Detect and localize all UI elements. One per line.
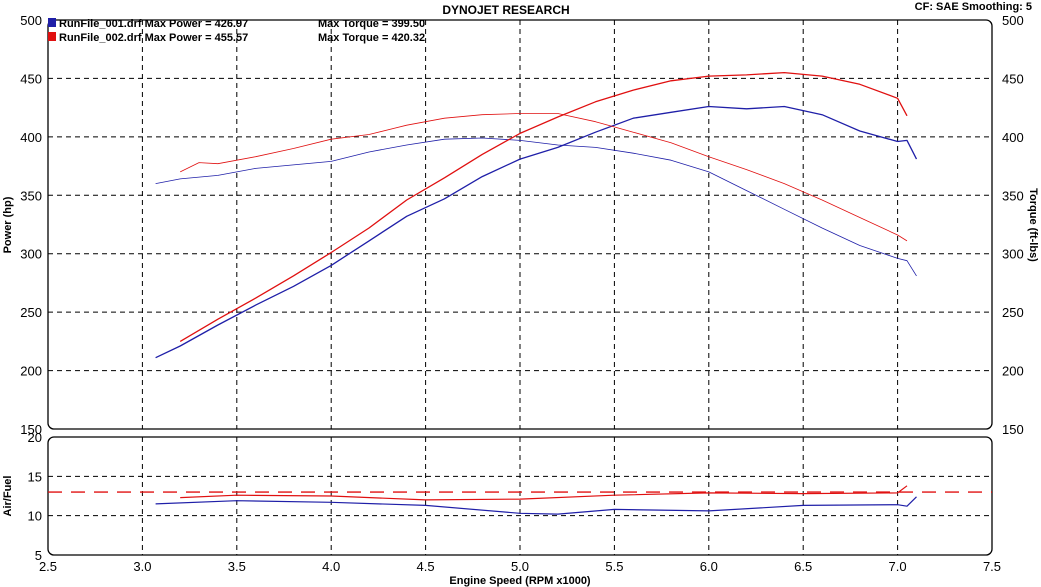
chart-settings: CF: SAE Smoothing: 5 xyxy=(915,1,1032,13)
chart-title: DYNOJET RESEARCH xyxy=(442,3,569,17)
x-tick-label: 7.0 xyxy=(889,559,907,574)
y-tick-label-power: 150 xyxy=(20,422,42,437)
legend: RunFile_001.drf Max Power = 426.97 Max T… xyxy=(48,18,425,44)
x-tick-label: 5.0 xyxy=(511,559,529,574)
y-axis-label-power: Power (hp) xyxy=(2,196,14,253)
power-torque-series xyxy=(155,71,918,359)
legend-label-run2: RunFile_002.drf Max Power = 455.57 xyxy=(59,32,248,44)
y-tick-label-air-fuel: 10 xyxy=(28,509,42,524)
series-power-runfile-001-drf xyxy=(155,105,918,359)
legend-label-run1: RunFile_001.drf Max Power = 426.97 xyxy=(59,18,248,30)
y-tick-label-air-fuel: 20 xyxy=(28,430,42,445)
series-power-runfile-002-drf xyxy=(179,71,908,342)
y-tick-label-torque: 150 xyxy=(1002,422,1024,437)
x-tick-label: 3.5 xyxy=(228,559,246,574)
afr-series-runfile-002-drf xyxy=(180,485,908,501)
legend-swatch-run1 xyxy=(48,18,56,27)
power-torque-plot-area xyxy=(47,19,993,430)
x-tick-label: 7.5 xyxy=(983,559,1001,574)
y-tick-label-air-fuel: 5 xyxy=(35,548,42,563)
y-tick-label-torque: 500 xyxy=(1002,13,1024,28)
x-tick-label: 5.5 xyxy=(605,559,623,574)
y-tick-label-torque: 400 xyxy=(1002,130,1024,145)
x-tick-label: 4.5 xyxy=(417,559,435,574)
series-torque-runfile-002-drf xyxy=(180,113,908,242)
y-tick-label-power: 450 xyxy=(20,71,42,86)
x-axis-ticks: 2.5 3.0 3.5 4.0 4.5 5.0 5.5 6.0 6.5 7.0 7.5 xyxy=(39,559,1001,574)
y-tick-label-torque: 450 xyxy=(1002,71,1024,86)
y-tick-label-torque: 350 xyxy=(1002,188,1024,203)
y-tick-label-power: 500 xyxy=(20,13,42,28)
y-tick-label-power: 300 xyxy=(20,247,42,262)
x-tick-label: 3.0 xyxy=(133,559,151,574)
power-torque-grid: 150 150 200 200 250 250 300 300 350 350 400 400 450 4… xyxy=(20,13,1023,437)
legend-torque-run1: Max Torque = 399.50 xyxy=(318,18,425,30)
air-fuel-grid: 5 10 15 20 xyxy=(28,430,992,563)
x-axis-label: Engine Speed (RPM x1000) xyxy=(449,575,591,587)
x-tick-label: 6.5 xyxy=(794,559,812,574)
y-tick-label-power: 250 xyxy=(20,305,42,320)
y-tick-label-power: 350 xyxy=(20,188,42,203)
y-tick-label-torque: 250 xyxy=(1002,305,1024,320)
y-tick-label-power: 200 xyxy=(20,364,42,379)
x-tick-label: 4.0 xyxy=(322,559,340,574)
y-tick-label-torque: 300 xyxy=(1002,247,1024,262)
x-tick-label: 2.5 xyxy=(39,559,57,574)
y-tick-label-torque: 200 xyxy=(1002,364,1024,379)
y-axis-label-air-fuel: Air/Fuel xyxy=(2,476,14,517)
y-tick-label-air-fuel: 15 xyxy=(28,469,42,484)
x-tick-label: 6.0 xyxy=(700,559,718,574)
y-tick-label-power: 400 xyxy=(20,130,42,145)
legend-swatch-run2 xyxy=(48,32,56,41)
legend-torque-run2: Max Torque = 420.32 xyxy=(318,32,425,44)
series-torque-runfile-001-drf xyxy=(155,137,917,277)
y-axis-label-torque: Torque (ft-lbs) xyxy=(1027,188,1039,262)
afr-series-runfile-001-drf xyxy=(155,496,917,515)
air-fuel-series xyxy=(48,485,992,515)
